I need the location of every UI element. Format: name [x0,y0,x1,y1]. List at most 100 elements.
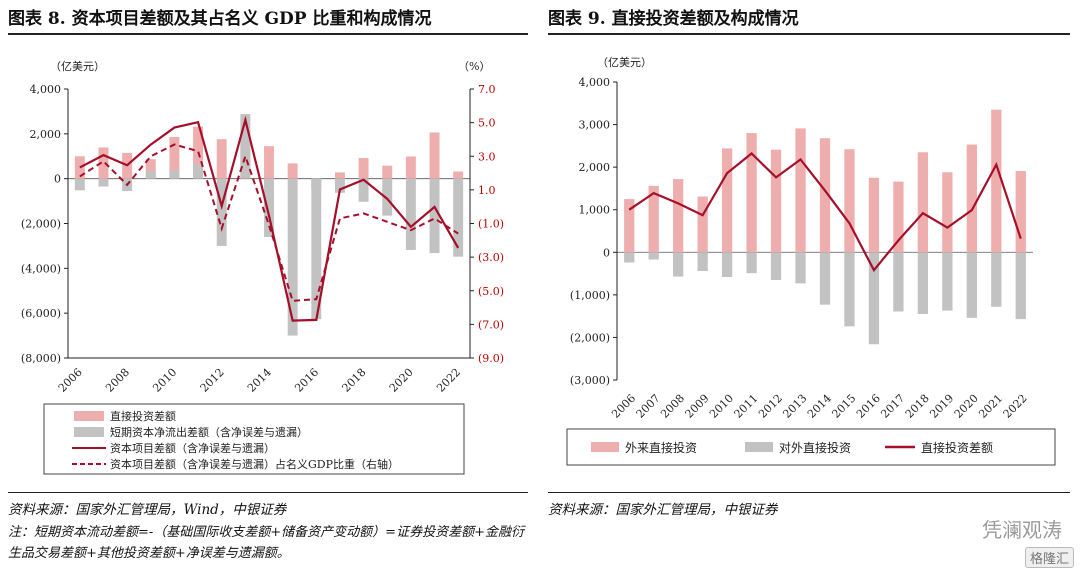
outflow-bar [673,252,684,277]
outflow-bar [624,252,635,263]
x-tick-label: 2011 [732,392,761,421]
right-title-rule [548,33,1070,35]
short-term-bar [287,178,298,336]
outflow-bar [770,252,782,280]
legend-swatch [74,427,104,437]
x-tick-label: 2016 [854,392,883,421]
x-tick-label: 2018 [340,366,369,395]
outflow-bar [795,252,806,284]
fdi-bar [264,146,274,179]
x-tick-label: 2016 [292,366,321,395]
right-source: 资料来源：国家外汇管理局，中银证券 [548,502,778,518]
x-tick-label: 2014 [245,366,274,395]
inflow-bar [819,138,831,253]
right-y-tick-label: 1.0 [478,184,496,197]
fdi-bar [453,171,464,179]
legend-label: 外来直接投资 [625,440,697,455]
y-tick-label: (3,000) [570,374,610,387]
short-term-bar [74,178,85,191]
outflow-bar [917,252,929,315]
x-tick-label: 2020 [387,366,416,395]
inflow-bar [648,185,659,253]
legend-label: 对外直接投资 [779,440,851,455]
short-term-bar [382,178,393,216]
short-term-bar [145,170,156,179]
outflow-bar [746,252,757,274]
legend-swatch [745,442,773,452]
right-legend: 外来直接投资 对外直接投资 直接投资差额 [566,428,1056,466]
x-tick-label: 2008 [103,366,132,395]
inflow-bar [893,181,904,253]
right-y-tick-label: (9.0) [478,352,504,365]
left-source: 资料来源：国家外汇管理局，Wind，中银证券 [8,502,287,518]
x-tick-label: 2019 [927,392,956,421]
left-y-unit: （亿美元） [50,60,105,73]
x-tick-label: 2014 [805,392,834,421]
short-term-bar [429,178,440,254]
y-tick-label: (1,000) [570,289,610,302]
inflow-bar [746,133,757,253]
fdi-bar [334,172,345,179]
right-y-tick-label: (1.0) [478,218,504,231]
legend-label: 资本项目差额（含净误差与遗漏） [110,441,275,455]
left-y-tick-label: 4,000 [30,83,62,96]
right-legend-box [566,428,1056,466]
x-tick-label: 2022 [434,366,463,395]
short-term-bar [240,114,251,179]
y-tick-label: 0 [603,246,610,259]
short-term-bar [98,178,109,187]
inflow-bar [673,179,684,253]
x-tick-label: 2007 [634,392,663,421]
legend-label: 短期资本净流出差额（含净误差与遗漏） [110,425,308,439]
x-tick-label: 2013 [780,392,809,421]
outflow-bar [697,252,708,272]
inflow-bar [917,152,929,253]
x-tick-label: 2015 [829,392,858,421]
outflow-bar [819,252,831,305]
outflow-bar [844,252,855,327]
left-y-tick-label: (8,000) [21,352,61,365]
right-chart: （亿美元） 4,000 3,000 2,000 1,000 0 (1,000) (2,000… [566,56,1056,466]
short-term-bar [216,178,227,246]
right-y-tick-label: (3.0) [478,251,504,264]
short-term-bar [169,170,180,179]
fdi-bar [145,159,156,179]
left-title-rule [8,33,528,35]
right-y-tick-label: 3.0 [478,150,496,163]
outflow-bar [991,252,1002,307]
right-panel-y-unit: （亿美元） [597,56,652,69]
fdi-bar [382,165,393,179]
x-tick-label: 2008 [658,392,687,421]
outflow-bar [893,252,904,312]
left-note: 注：短期资本流动差额=-（基础国际收支差额+储备资产变动额）=证券投资差额+金融… [8,525,524,561]
fdi-bar [216,139,227,179]
short-term-bar [358,178,369,202]
left-legend-box [43,403,465,475]
inflow-bar [991,109,1002,253]
left-y-tick-label: (4,000) [21,262,61,275]
right-chart-title: 图表 9. 直接投资差额及构成情况 [548,9,799,29]
legend-label: 直接投资差额 [921,440,993,455]
x-tick-label: 2009 [683,392,712,421]
x-tick-label: 2021 [976,392,1005,421]
outflow-bar [648,252,659,260]
x-tick-label: 2017 [878,392,907,421]
inflow-bar [770,149,782,253]
right-source-rule [548,492,1070,493]
fdi-bar [98,147,109,179]
legend-swatch [74,411,104,421]
outflow-bar [868,252,880,345]
right-y-tick-label: 5.0 [478,117,496,130]
legend-swatch [591,442,619,452]
inflow-bar [942,172,953,253]
fdi-bar [169,136,180,179]
inflow-bar [868,177,880,253]
fdi-bar [405,156,416,179]
x-tick-label: 2020 [952,392,981,421]
inflow-bar [721,148,733,253]
right-y-tick-label: 7.0 [478,83,496,96]
inflow-bar [697,196,708,253]
left-y-tick-label: (6,000) [21,307,61,320]
fdi-bar [74,156,85,179]
